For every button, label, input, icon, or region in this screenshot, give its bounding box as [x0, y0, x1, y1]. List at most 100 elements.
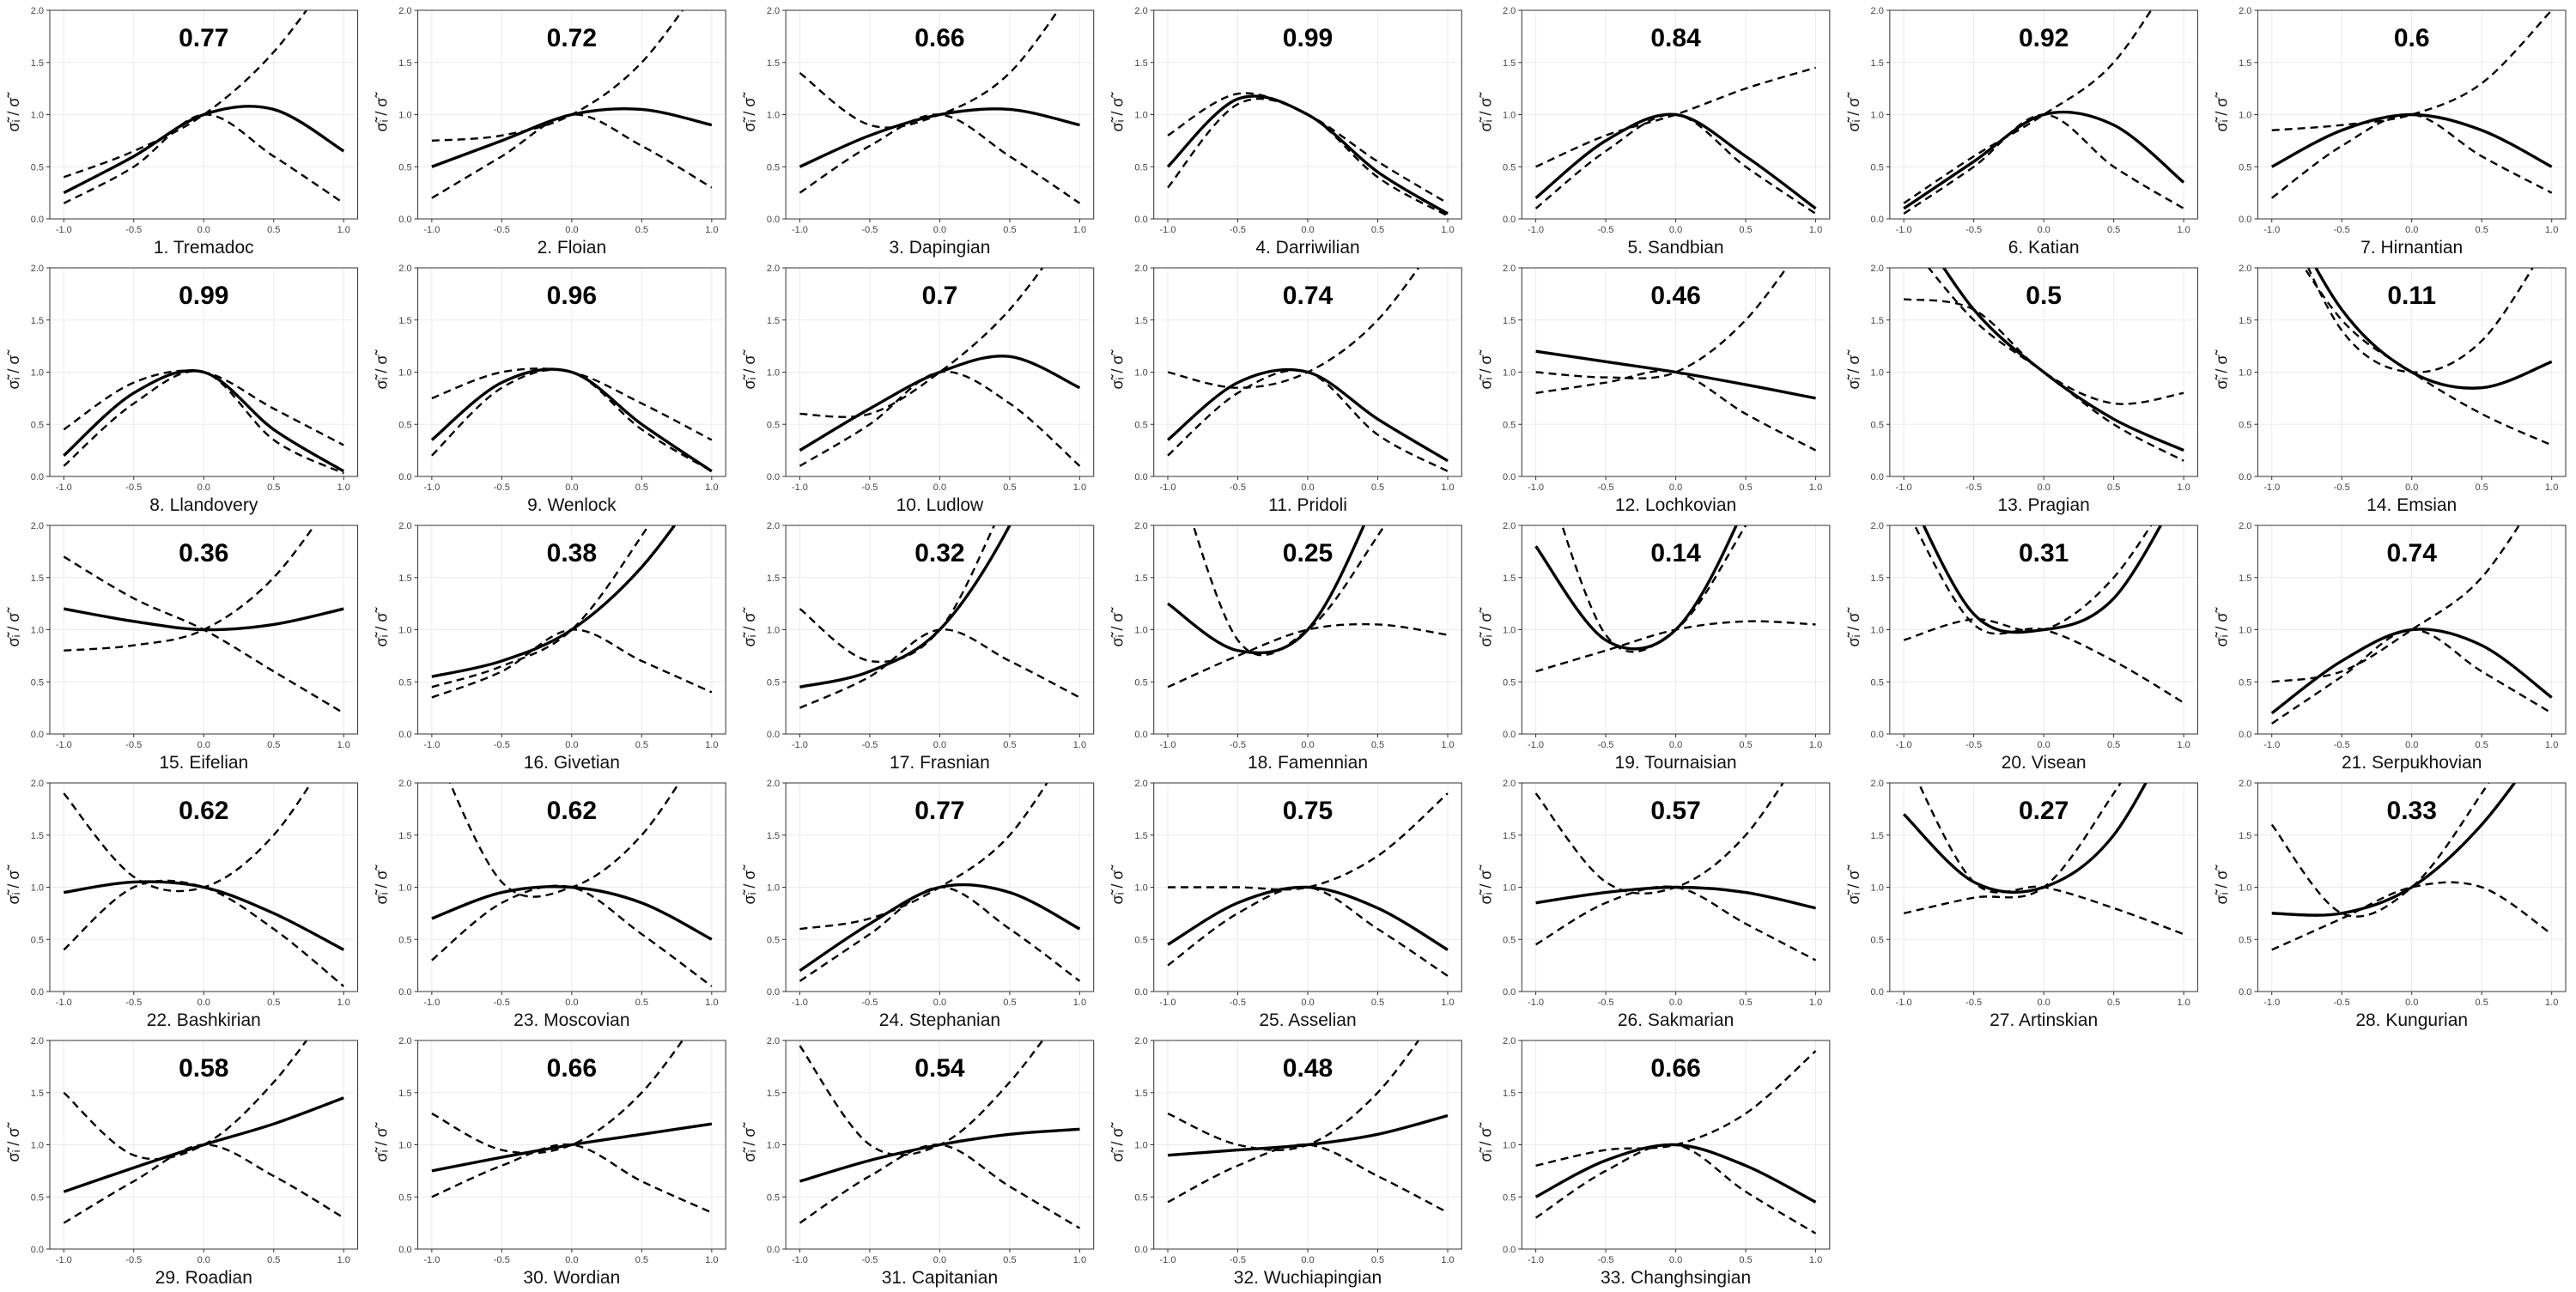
y-tick-label: 1.0: [1134, 111, 1147, 121]
panel: 0.0 0.5 1.0 1.5 2.0 -1.0 -0.5 0.0 0.5 1.0 0.62 22. …: [5, 779, 359, 1030]
solid-line: [2270, 112, 2553, 168]
x-tick-label: 0.0: [1669, 998, 1682, 1008]
y-tick-label: 1.5: [398, 831, 411, 841]
y-tick-label: 1.5: [1134, 831, 1147, 841]
y-tick-label: 1.5: [1871, 316, 1884, 326]
y-tick-label: 1.5: [398, 1089, 411, 1099]
dashed-line: [1534, 113, 1817, 215]
y-tick-label: 0.0: [2239, 215, 2251, 225]
x-tick-label: 0.5: [1739, 998, 1752, 1008]
plot-border: [417, 267, 726, 477]
dashed-line: [431, 10, 684, 143]
panel-title: 31. Capitanian: [882, 1268, 998, 1288]
plot-lines: [63, 10, 345, 204]
dashed-line: [2271, 525, 2521, 683]
plot-border: [2257, 525, 2567, 735]
y-tick-label: 1.0: [1503, 883, 1516, 894]
dashed-line: [1167, 268, 1420, 389]
annotation: 0.33: [2387, 797, 2437, 825]
dashed-line: [799, 628, 1080, 709]
plot-border: [49, 9, 359, 220]
x-tick-label: 0.5: [1003, 225, 1016, 235]
panel: 0.0 0.5 1.0 1.5 2.0 -1.0 -0.5 0.0 0.5 1.0 0.27 27. …: [1845, 779, 2198, 1030]
x-tick-label: 1.0: [1073, 740, 1086, 750]
panel: 0.0 0.5 1.0 1.5 2.0 -1.0 -0.5 0.0 0.5 1.0 0.66 3. D…: [741, 6, 1095, 258]
plot-border: [49, 267, 359, 477]
plot-lines: [1166, 268, 1449, 472]
y-tick-label: 1.5: [2239, 831, 2251, 841]
dashed-line: [63, 370, 344, 475]
y-tick-label: 1.0: [767, 368, 780, 379]
y-tick-label: 2.0: [31, 264, 44, 274]
y-tick-label: 0.5: [1134, 162, 1147, 173]
plot-border: [1889, 267, 2198, 477]
dashed-line: [799, 1143, 1081, 1229]
panel-title: 3. Dapingian: [889, 238, 990, 258]
x-tick-label: -1.0: [2263, 482, 2280, 493]
x-tick-label: -1.0: [792, 1255, 808, 1265]
panel-title: 28. Kungurian: [2355, 1010, 2468, 1030]
panel-title: 11. Pridoli: [1268, 495, 1347, 515]
y-tick-label: 1.0: [767, 626, 780, 636]
annotation: 0.62: [547, 797, 597, 825]
x-tick-label: -1.0: [1896, 740, 1912, 750]
dashed-line: [63, 113, 344, 204]
solid-line: [1902, 783, 2148, 895]
plot-border: [49, 782, 359, 992]
panel-title: 13. Pragian: [1997, 495, 2089, 515]
x-tick-label: 0.0: [565, 482, 578, 493]
x-tick-label: 0.5: [635, 1255, 648, 1265]
x-tick-label: -1.0: [1160, 998, 1176, 1008]
x-tick-label: 0.5: [2107, 740, 2120, 750]
y-tick-label: 2.0: [767, 1036, 780, 1046]
y-tick-label: 1.0: [1134, 626, 1147, 636]
y-tick-label: 1.0: [1134, 368, 1147, 379]
y-tick-label: 0.5: [767, 420, 780, 430]
x-tick-label: -1.0: [1528, 998, 1544, 1008]
x-tick-label: -0.5: [494, 482, 510, 493]
y-tick-label: 1.0: [31, 1141, 44, 1151]
y-tick-label: 2.0: [31, 521, 44, 531]
y-tick-label: 0.5: [1503, 677, 1516, 688]
y-tick-label: 0.0: [1134, 215, 1147, 225]
y-tick-label: 1.5: [31, 1089, 44, 1099]
y-tick-label: 1.5: [767, 831, 780, 841]
panel: 0.0 0.5 1.0 1.5 2.0 -1.0 -0.5 0.0 0.5 1.0 0.6 7. Hi…: [2213, 6, 2567, 258]
dashed-line: [431, 525, 650, 688]
panel: 0.0 0.5 1.0 1.5 2.0 -1.0 -0.5 0.0 0.5 1.0 0.36 15. …: [5, 521, 359, 773]
y-tick-label: 1.5: [398, 316, 411, 326]
y-tick-label: 1.0: [398, 368, 411, 379]
x-tick-label: 0.0: [2037, 225, 2050, 235]
panel-title: 23. Moscovian: [513, 1010, 629, 1030]
plot-lines: [63, 1040, 344, 1224]
x-tick-label: -1.0: [792, 482, 808, 493]
x-tick-label: -0.5: [2334, 998, 2350, 1008]
annotation: 0.6: [2394, 24, 2430, 52]
annotation: 0.77: [179, 24, 228, 52]
x-tick-label: 0.5: [267, 225, 280, 235]
y-tick-label: 1.0: [31, 368, 44, 379]
dashed-line: [799, 886, 1081, 982]
y-axis-label: σ̃ᵢ / σ̃: [1845, 606, 1862, 646]
x-tick-label: 1.0: [2545, 998, 2558, 1008]
dashed-line: [1535, 620, 1816, 673]
x-tick-label: 0.0: [1301, 998, 1314, 1008]
y-tick-label: 1.0: [2239, 626, 2251, 636]
dashed-line: [1913, 525, 2184, 704]
y-axis-label: σ̃ᵢ / σ̃: [1845, 864, 1862, 904]
x-tick-label: -1.0: [56, 1255, 72, 1265]
plot-border: [417, 782, 726, 992]
y-tick-label: 2.0: [398, 6, 411, 16]
x-tick-label: -1.0: [1896, 225, 1912, 235]
y-tick-label: 1.0: [1503, 1141, 1516, 1151]
x-tick-label: -0.5: [1598, 482, 1614, 493]
y-tick-label: 0.0: [2239, 730, 2251, 740]
y-tick-label: 1.5: [2239, 316, 2251, 326]
y-tick-label: 0.0: [31, 1245, 44, 1255]
dashed-line: [1535, 268, 1788, 379]
x-tick-label: 1.0: [2177, 225, 2190, 235]
y-tick-label: 1.0: [1503, 111, 1516, 121]
panel-title: 33. Changhsingian: [1601, 1268, 1751, 1288]
panel: 0.0 0.5 1.0 1.5 2.0 -1.0 -0.5 0.0 0.5 1.0 0.5 13. P…: [1845, 264, 2198, 515]
y-tick-label: 1.5: [1871, 573, 1884, 584]
